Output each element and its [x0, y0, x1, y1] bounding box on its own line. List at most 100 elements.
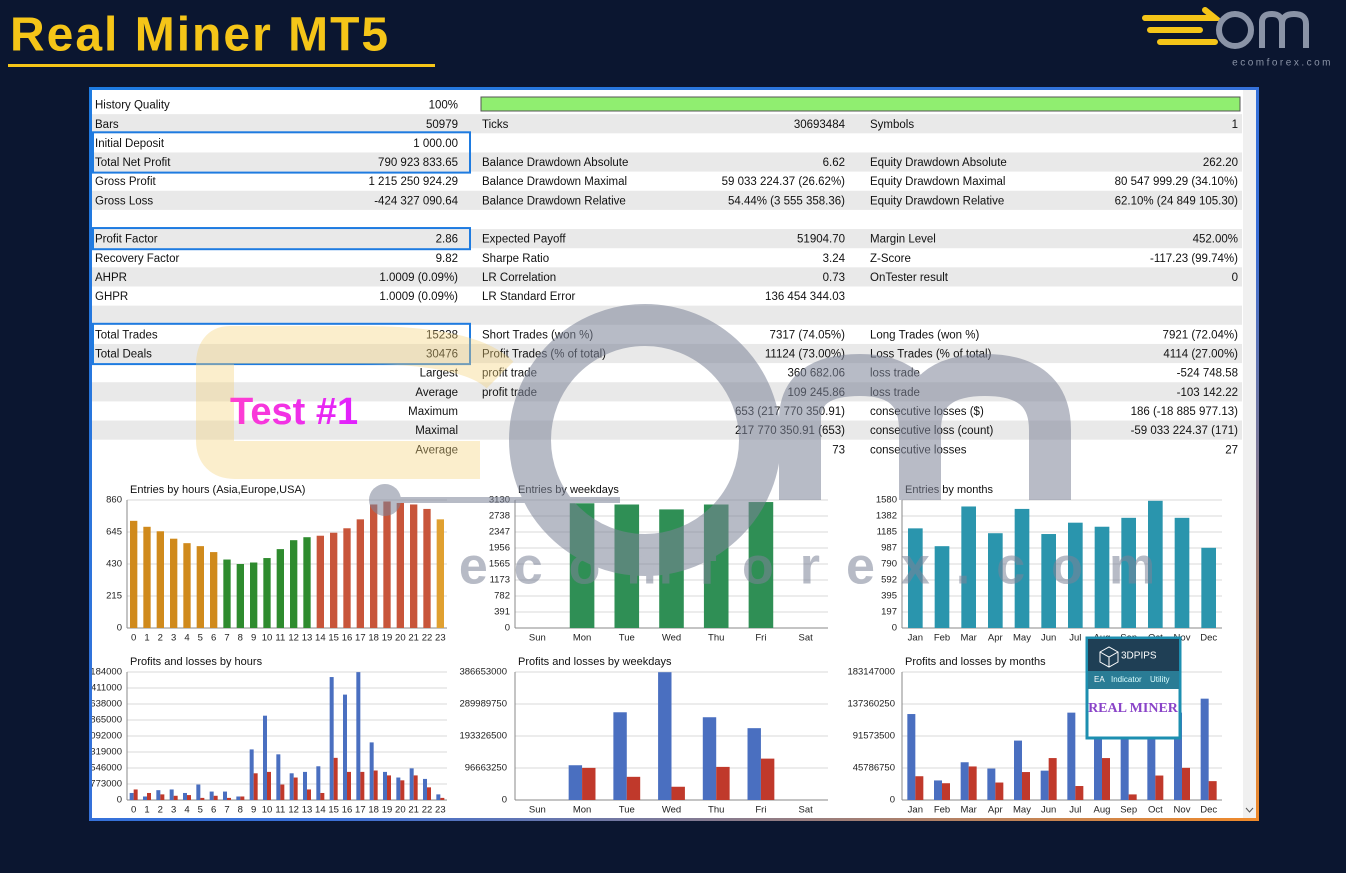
x-tick-label: Tue [619, 805, 635, 816]
bar [568, 765, 583, 800]
y-tick-label: 0 [117, 795, 122, 806]
x-tick-label: Jul [1069, 633, 1081, 644]
chart-title: Profits and losses by weekdays [518, 656, 672, 668]
bar [1155, 775, 1164, 800]
cell-label: Ticks [482, 119, 509, 131]
bar [1067, 712, 1076, 800]
cell-label: profit trade [482, 368, 537, 380]
bar [383, 771, 387, 800]
bar [387, 775, 391, 800]
cell-value: Maximum [408, 406, 458, 418]
y-tick-label: 1565 [489, 559, 510, 570]
chart-title: Profits and losses by months [905, 656, 1046, 668]
bar [329, 677, 334, 800]
x-tick-label: 4 [184, 633, 189, 644]
x-tick-label: 19 [382, 805, 393, 816]
page-title: Real Miner MT5 [10, 9, 390, 62]
x-tick-label: Jun [1041, 805, 1056, 816]
bar [240, 796, 245, 800]
bar [934, 780, 942, 800]
x-tick-label: Feb [934, 633, 950, 644]
bar [1128, 794, 1137, 800]
bar [343, 528, 351, 628]
bar [196, 546, 204, 628]
badge-cube [1099, 646, 1119, 668]
x-tick-label: 23 [435, 805, 446, 816]
bar [436, 794, 441, 800]
bar [130, 520, 138, 628]
bar [423, 508, 431, 628]
cell-label: Recovery Factor [95, 253, 180, 265]
y-tick-label: 430 [106, 559, 122, 570]
x-tick-label: Wed [662, 633, 681, 644]
bar [253, 773, 258, 800]
bar [396, 777, 401, 800]
y-tick-label: 395 [881, 591, 897, 602]
badge-tags-bg [1088, 671, 1179, 689]
x-tick-label: 19 [382, 633, 393, 644]
x-tick-label: 23 [435, 633, 446, 644]
x-tick-label: 20 [395, 805, 406, 816]
bar [1121, 517, 1136, 628]
cell-value: 6.62 [823, 157, 845, 169]
x-tick-label: 22 [422, 633, 433, 644]
report: History Quality 100%Bars 50979 Ticks 3069348… [80, 90, 1256, 818]
cell-label: LR Standard Error [482, 291, 575, 303]
y-tick-label: 0 [890, 795, 895, 806]
cell-value: 3.24 [823, 253, 846, 265]
y-tick-label: 790 [881, 559, 897, 570]
cell-value: 136 454 344.03 [765, 291, 845, 303]
x-tick-label: 16 [342, 805, 353, 816]
x-tick-label: 10 [262, 805, 273, 816]
bar [413, 775, 418, 800]
y-tick-label: 193326500 [459, 731, 507, 742]
cell-value: 15238 [426, 329, 458, 341]
bar [987, 768, 996, 800]
y-tick-label: 987 [881, 543, 897, 554]
cell-value: 80 547 999.29 (34.10%) [1115, 176, 1239, 188]
bar [356, 519, 364, 628]
cell-value: 1 000.00 [413, 138, 458, 150]
bar [356, 672, 361, 800]
x-tick-label: 21 [408, 633, 419, 644]
y-tick-label: 45546000 [80, 763, 122, 774]
bar [249, 749, 254, 800]
chart-title: Profits and losses by hours [130, 656, 263, 668]
y-tick-label: 860 [106, 495, 122, 506]
x-tick-label: Fri [755, 805, 766, 816]
x-tick-label: 12 [288, 633, 299, 644]
x-tick-label: 10 [262, 633, 273, 644]
bar [907, 714, 916, 800]
bar [223, 791, 227, 800]
x-tick-label: 20 [395, 633, 406, 644]
bar [183, 792, 187, 800]
x-tick-label: 1 [144, 633, 149, 644]
y-tick-label: 2738 [489, 511, 510, 522]
x-tick-label: Jul [1069, 805, 1081, 816]
watermark-m [779, 353, 1071, 500]
x-tick-label: Sun [529, 805, 546, 816]
bar [748, 502, 774, 628]
bar [347, 771, 351, 800]
bar [671, 786, 685, 800]
x-tick-label: 11 [275, 805, 285, 816]
x-tick-label: May [1013, 633, 1031, 644]
x-tick-label: 13 [302, 805, 313, 816]
cell-value: 11124 (73.00%) [765, 349, 845, 361]
bar [143, 526, 151, 628]
x-tick-label: 9 [251, 805, 256, 816]
y-tick-label: 0 [502, 795, 507, 806]
bar [143, 796, 147, 800]
cell-label: GHPR [95, 291, 128, 303]
y-tick-label: 22773000 [80, 779, 122, 790]
bar [942, 783, 950, 800]
bar [276, 549, 284, 628]
bar [1208, 781, 1217, 800]
bar [1102, 758, 1110, 800]
y-tick-label: 137360250 [847, 699, 895, 710]
y-tick-label: 0 [892, 623, 897, 634]
cell-label: Z-Score [870, 253, 911, 265]
bar [316, 766, 321, 800]
highlight-box [92, 227, 471, 251]
badge-product: REAL MINER [1088, 701, 1179, 716]
